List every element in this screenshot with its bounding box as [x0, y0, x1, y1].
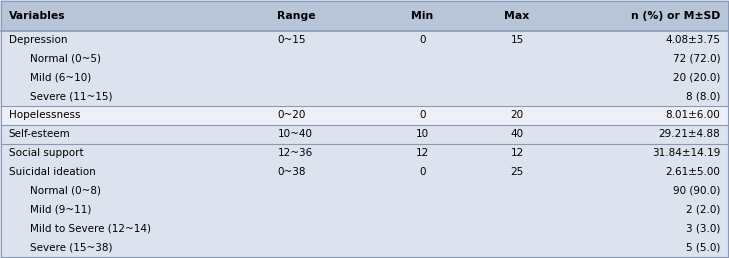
- Text: Variables: Variables: [9, 11, 66, 21]
- Bar: [1, 68, 728, 87]
- Text: 40: 40: [510, 129, 523, 139]
- Text: 0: 0: [419, 110, 426, 120]
- Text: Normal (0~8): Normal (0~8): [31, 186, 101, 196]
- Text: 25: 25: [510, 167, 523, 177]
- Text: 3 (3.0): 3 (3.0): [686, 223, 720, 233]
- Text: 2.61±5.00: 2.61±5.00: [666, 167, 720, 177]
- Text: 0: 0: [419, 35, 426, 45]
- Bar: [1, 181, 728, 200]
- Text: Hopelessness: Hopelessness: [9, 110, 80, 120]
- Text: 2 (2.0): 2 (2.0): [686, 205, 720, 215]
- Bar: [1, 87, 728, 106]
- Text: 8 (8.0): 8 (8.0): [686, 92, 720, 102]
- Text: Severe (15~38): Severe (15~38): [31, 242, 113, 252]
- Text: 0~38: 0~38: [277, 167, 306, 177]
- Text: Normal (0~5): Normal (0~5): [31, 54, 101, 64]
- Text: Severe (11~15): Severe (11~15): [31, 92, 113, 102]
- Bar: [1, 31, 728, 50]
- Bar: [1, 1, 728, 31]
- Text: Max: Max: [504, 11, 530, 21]
- Text: Mild to Severe (12~14): Mild to Severe (12~14): [31, 223, 152, 233]
- Text: 0~20: 0~20: [277, 110, 305, 120]
- Bar: [1, 144, 728, 163]
- Text: 72 (72.0): 72 (72.0): [673, 54, 720, 64]
- Text: 29.21±4.88: 29.21±4.88: [658, 129, 720, 139]
- Text: 20: 20: [510, 110, 523, 120]
- Bar: [1, 238, 728, 257]
- Text: 5 (5.0): 5 (5.0): [686, 242, 720, 252]
- Text: 10~40: 10~40: [277, 129, 312, 139]
- Bar: [1, 106, 728, 125]
- Text: Min: Min: [411, 11, 434, 21]
- Text: n (%) or M±SD: n (%) or M±SD: [631, 11, 720, 21]
- Text: Suicidal ideation: Suicidal ideation: [9, 167, 95, 177]
- Text: Range: Range: [277, 11, 316, 21]
- Text: 12: 12: [510, 148, 523, 158]
- Text: Mild (9~11): Mild (9~11): [31, 205, 92, 215]
- Text: 12~36: 12~36: [277, 148, 313, 158]
- Text: 10: 10: [416, 129, 429, 139]
- Text: 8.01±6.00: 8.01±6.00: [666, 110, 720, 120]
- Text: 15: 15: [510, 35, 523, 45]
- Text: 90 (90.0): 90 (90.0): [673, 186, 720, 196]
- Text: 12: 12: [416, 148, 429, 158]
- Text: 0: 0: [419, 167, 426, 177]
- Text: 4.08±3.75: 4.08±3.75: [666, 35, 720, 45]
- Text: Mild (6~10): Mild (6~10): [31, 73, 92, 83]
- Bar: [1, 125, 728, 144]
- Bar: [1, 200, 728, 219]
- Text: 31.84±14.19: 31.84±14.19: [652, 148, 720, 158]
- Text: 20 (20.0): 20 (20.0): [673, 73, 720, 83]
- Text: Depression: Depression: [9, 35, 67, 45]
- Bar: [1, 50, 728, 68]
- Text: Social support: Social support: [9, 148, 83, 158]
- Text: 0~15: 0~15: [277, 35, 306, 45]
- Text: Self-esteem: Self-esteem: [9, 129, 71, 139]
- Bar: [1, 219, 728, 238]
- Bar: [1, 163, 728, 181]
